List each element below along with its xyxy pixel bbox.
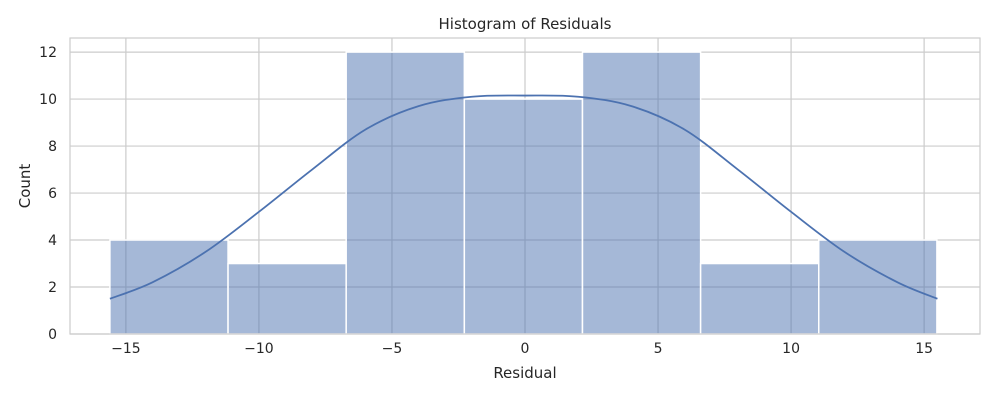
plot-frame bbox=[69, 37, 981, 335]
y-tick-label-0: 0 bbox=[48, 327, 57, 343]
histogram-bar-6 bbox=[818, 239, 938, 335]
y-tick-label-6: 12 bbox=[39, 45, 57, 61]
histogram-bar-3 bbox=[463, 98, 584, 335]
histogram-bar-2 bbox=[345, 51, 466, 335]
histogram-bar-4 bbox=[581, 51, 702, 335]
chart-title: Histogram of Residuals bbox=[439, 15, 612, 33]
y-tick-labels: 0 2 4 6 8 10 12 bbox=[39, 45, 57, 343]
x-tick-label-6: 15 bbox=[915, 341, 933, 357]
kde-layer bbox=[109, 94, 938, 300]
histogram-bar-1 bbox=[227, 262, 347, 335]
x-tick-label-3: 0 bbox=[521, 341, 530, 357]
x-tick-label-4: 5 bbox=[654, 341, 663, 357]
histogram-bar-0 bbox=[109, 239, 229, 335]
x-tick-label-1: −10 bbox=[244, 341, 274, 357]
x-tick-label-2: −5 bbox=[382, 341, 403, 357]
y-tick-label-5: 10 bbox=[39, 92, 57, 108]
x-tick-labels: −15 −10 −5 0 5 10 15 bbox=[111, 341, 933, 357]
y-tick-label-1: 2 bbox=[48, 280, 57, 296]
x-axis-label: Residual bbox=[493, 364, 556, 382]
y-tick-label-4: 8 bbox=[48, 139, 57, 155]
frame-layer bbox=[69, 37, 981, 335]
x-tick-label-5: 10 bbox=[782, 341, 800, 357]
bars-layer bbox=[109, 51, 938, 335]
x-tick-label-0: −15 bbox=[111, 341, 141, 357]
y-tick-label-2: 4 bbox=[48, 233, 57, 249]
histogram-bar-5 bbox=[699, 262, 820, 335]
y-tick-label-3: 6 bbox=[48, 186, 57, 202]
y-axis-label: Count bbox=[16, 164, 34, 209]
kde-curve bbox=[109, 94, 938, 300]
